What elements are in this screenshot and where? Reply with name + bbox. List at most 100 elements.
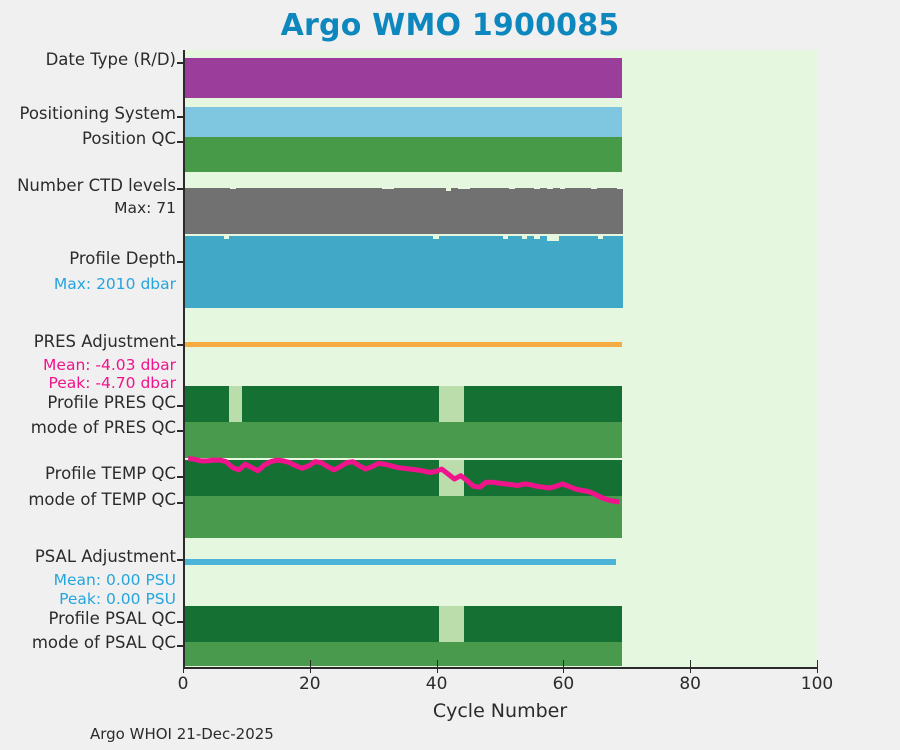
series-ctd-levels-bar xyxy=(273,188,281,234)
series-profile-depth-bar xyxy=(362,236,370,308)
series-profile-depth-bar xyxy=(191,236,199,308)
series-profile-depth-bar xyxy=(533,238,541,308)
series-psal-adjustment xyxy=(185,550,819,574)
x-tick-label: 0 xyxy=(177,674,189,694)
series-profile-depth-bar xyxy=(394,236,402,308)
series-profile-depth-bar xyxy=(470,236,478,308)
series-profile-depth-bar xyxy=(280,236,288,308)
series-profile-pres-qc xyxy=(185,386,819,422)
series-ctd-levels-bar xyxy=(438,188,446,234)
series-mode-pres-qc xyxy=(185,422,819,458)
series-ctd-levels-bar xyxy=(280,188,288,234)
series-profile-depth-bar xyxy=(254,236,262,308)
series-pres-adjustment xyxy=(185,328,819,360)
series-ctd-levels-bar xyxy=(425,188,433,234)
x-axis-line xyxy=(183,667,817,669)
axis-label-profile_temp_qc: Profile TEMP QC xyxy=(45,464,176,483)
series-mode-psal-qc-band xyxy=(185,642,623,666)
series-ctd-levels-bar xyxy=(603,188,611,234)
series-profile-depth-bar xyxy=(216,236,224,308)
series-profile-depth-bar xyxy=(286,236,294,308)
series-ctd-levels-bar xyxy=(197,188,205,234)
series-ctd-levels-bar xyxy=(406,188,414,234)
series-date-type xyxy=(185,58,819,98)
series-date-type-band xyxy=(185,58,623,98)
series-ctd-levels-bar xyxy=(527,188,535,234)
series-profile-depth-bar xyxy=(476,236,484,308)
series-ctd-levels-bar xyxy=(546,188,554,234)
series-ctd-levels-bar xyxy=(571,188,579,234)
series-ctd-levels-bar xyxy=(489,188,497,234)
series-profile-depth-bar xyxy=(444,236,452,308)
axis-label-pres_adjustment-sub1: Mean: -4.03 dbar xyxy=(43,356,176,374)
axis-label-pres_adjustment-sub2: Peak: -4.70 dbar xyxy=(48,374,176,392)
series-profile-depth-bar xyxy=(571,236,579,308)
series-ctd-levels-bar xyxy=(565,188,573,234)
series-ctd-levels-bar xyxy=(476,188,484,234)
series-profile-depth-bar xyxy=(527,236,535,308)
series-profile-depth-bar xyxy=(210,236,218,308)
series-profile-pres-qc-gap xyxy=(438,386,464,422)
x-tick xyxy=(309,667,311,673)
x-tick-inner xyxy=(309,660,311,667)
series-ctd-levels-bar xyxy=(223,188,230,234)
series-ctd-levels-bar xyxy=(204,188,211,234)
series-ctd-levels-bar xyxy=(394,188,402,234)
axis-label-mode_temp_qc: mode of TEMP QC xyxy=(28,490,176,509)
series-ctd-levels-bar xyxy=(343,188,351,234)
series-ctd-levels-bar xyxy=(292,188,300,234)
series-profile-depth-bar xyxy=(330,236,338,308)
series-profile-depth-bar xyxy=(324,236,332,308)
y-tick xyxy=(177,621,183,623)
series-profile-depth-bar xyxy=(343,236,351,308)
series-profile-depth-bar xyxy=(273,236,281,308)
series-profile-depth-bar xyxy=(229,236,237,308)
series-profile-depth-bar xyxy=(609,236,617,308)
series-profile-depth-bar xyxy=(584,236,592,308)
series-mode-temp-qc xyxy=(185,496,819,538)
series-profile-depth-bar xyxy=(413,236,421,308)
series-profile-depth-bar xyxy=(432,238,440,308)
series-ctd-levels-bar xyxy=(242,188,249,234)
series-ctd-levels-bar xyxy=(324,188,332,234)
axis-label-profile_psal_qc: Profile PSAL QC xyxy=(48,609,176,628)
series-profile-depth-bar xyxy=(482,236,490,308)
y-tick xyxy=(177,116,183,118)
axis-label-position_qc: Position QC xyxy=(82,129,176,148)
y-tick xyxy=(177,430,183,432)
series-ctd-levels-bar xyxy=(559,188,566,234)
series-ctd-levels-bar xyxy=(299,188,307,234)
page-title: Argo WMO 1900085 xyxy=(280,8,620,43)
series-profile-depth xyxy=(185,236,819,308)
series-profile-depth-bar xyxy=(223,238,230,308)
series-ctd-levels-bar xyxy=(235,188,243,234)
y-tick xyxy=(177,476,183,478)
series-profile-depth-bar xyxy=(489,236,497,308)
y-tick xyxy=(177,188,183,190)
series-profile-depth-bar xyxy=(267,236,275,308)
x-tick xyxy=(563,667,565,673)
axis-label-mode_psal_qc: mode of PSAL QC xyxy=(31,633,176,652)
series-ctd-levels-bar xyxy=(463,188,471,234)
series-profile-depth-bar xyxy=(248,236,256,308)
series-ctd-levels-bar xyxy=(216,188,224,234)
series-psal-adjustment-line xyxy=(185,559,617,565)
series-profile-pres-qc-band xyxy=(185,386,623,422)
series-ctd-levels-bar xyxy=(413,188,421,234)
series-profile-depth-bar xyxy=(438,236,446,308)
y-tick xyxy=(177,62,183,64)
series-ctd-levels-bar xyxy=(457,189,465,234)
plot-area[interactable] xyxy=(183,50,817,667)
series-ctd-levels-bar xyxy=(578,188,586,234)
series-ctd-levels-bar xyxy=(444,190,452,234)
series-ctd-levels-bar xyxy=(609,188,617,234)
y-tick xyxy=(177,344,183,346)
series-profile-depth-bar xyxy=(419,236,427,308)
axis-label-profile_depth: Profile Depth xyxy=(69,249,176,268)
series-ctd-levels-bar xyxy=(248,188,256,234)
series-profile-depth-bar xyxy=(305,236,313,308)
series-ctd-levels-bar xyxy=(286,188,294,234)
axis-label-ctd_levels-sub1: Max: 71 xyxy=(114,199,176,217)
series-ctd-levels-bar xyxy=(337,188,345,234)
series-mode-pres-qc-band xyxy=(185,422,623,458)
